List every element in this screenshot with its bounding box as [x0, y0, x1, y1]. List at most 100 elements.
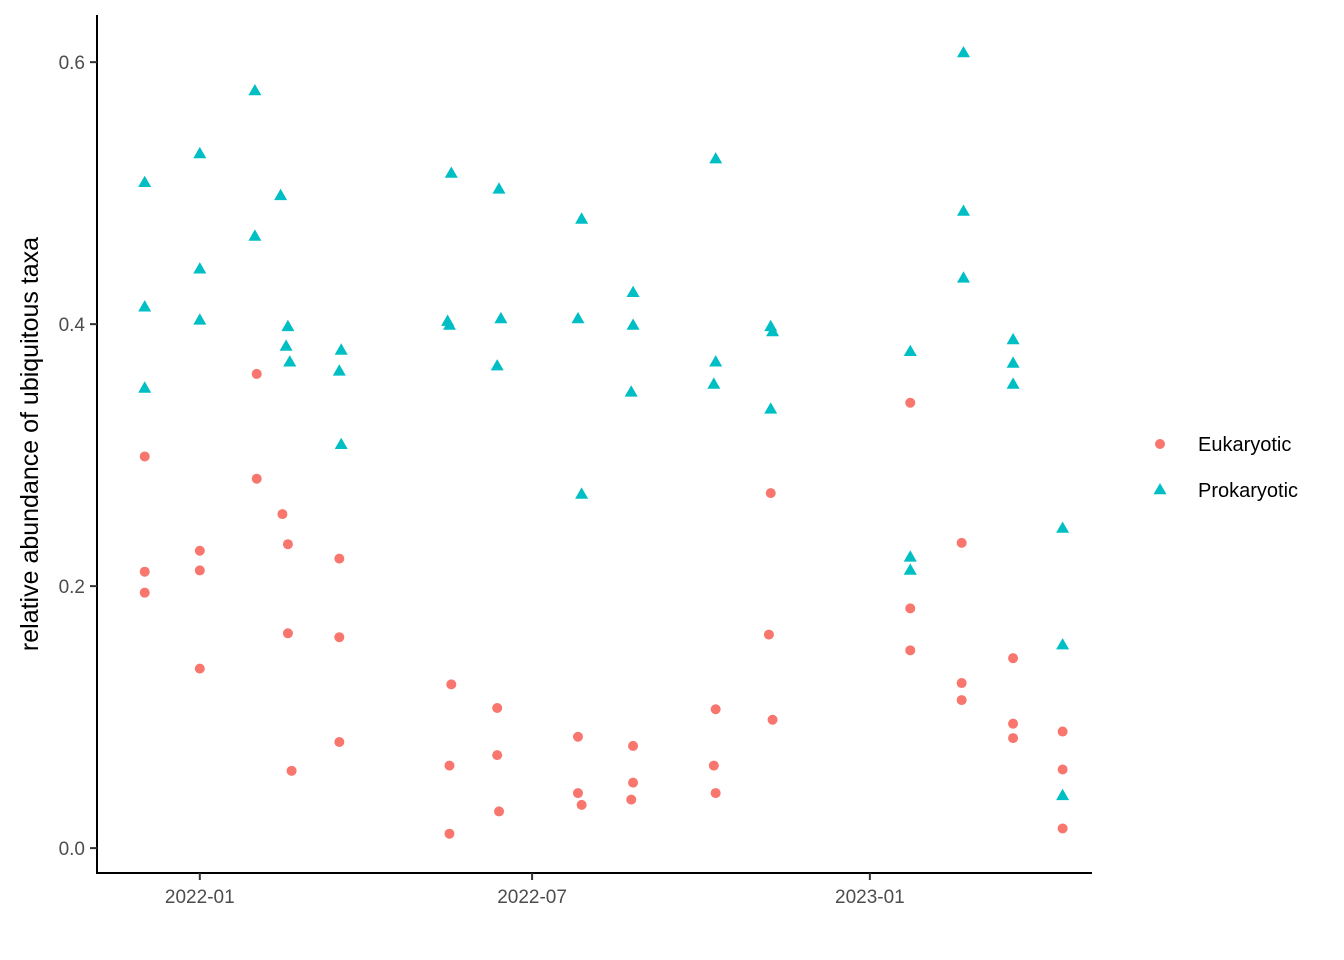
prokaryotic-point	[248, 229, 262, 241]
eukaryotic-point	[444, 828, 455, 839]
eukaryotic-point	[628, 740, 639, 751]
eukaryotic-point	[444, 760, 455, 771]
eukaryotic-point	[956, 678, 967, 689]
eukaryotic-point	[956, 695, 967, 706]
eukaryotic-point	[572, 731, 583, 742]
legend-label-prokaryotic: Prokaryotic	[1198, 480, 1298, 502]
eukaryotic-point	[763, 629, 774, 640]
eukaryotic-point	[1057, 764, 1068, 775]
eukaryotic-point	[710, 704, 721, 715]
y-axis-title: relative abundance of ubiquitous taxa	[16, 237, 44, 651]
prokaryotic-point	[274, 188, 288, 201]
prokaryotic-point	[444, 166, 458, 178]
prokaryotic-point	[709, 355, 723, 367]
eukaryotic-point	[708, 760, 719, 771]
eukaryotic-point	[767, 714, 778, 725]
legend-label-eukaryotic: Eukaryotic	[1198, 434, 1291, 456]
eukaryotic-point	[194, 565, 205, 576]
prokaryotic-point	[903, 344, 917, 356]
x-tick-label: 2023-01	[835, 887, 905, 908]
y-tick-label: 0.0	[59, 839, 85, 860]
eukaryotic-point	[1057, 726, 1068, 737]
eukaryotic-point	[446, 679, 457, 690]
prokaryotic-point	[283, 355, 297, 367]
legend-key-eukaryotic	[1155, 439, 1165, 449]
eukaryotic-point	[905, 645, 916, 656]
prokaryotic-point	[1056, 521, 1070, 533]
prokaryotic-point	[957, 271, 970, 283]
y-tick-label: 0.4	[59, 315, 86, 336]
prokaryotic-point	[490, 359, 504, 371]
eukaryotic-point	[1008, 653, 1019, 664]
prokaryotic-point	[903, 550, 917, 562]
prokaryotic-point	[334, 343, 348, 355]
eukaryotic-point	[1008, 718, 1019, 729]
x-tick-label: 2022-01	[165, 887, 235, 908]
eukaryotic-point	[905, 603, 916, 614]
prokaryotic-point	[193, 313, 207, 325]
prokaryotic-point	[279, 339, 293, 351]
eukaryotic-point	[139, 587, 150, 598]
prokaryotic-point	[193, 262, 207, 274]
eukaryotic-point	[334, 632, 345, 643]
prokaryotic-point	[1056, 638, 1070, 650]
prokaryotic-point	[624, 385, 638, 397]
prokaryotic-point	[957, 46, 970, 58]
prokaryotic-point	[575, 212, 589, 224]
eukaryotic-point	[492, 750, 503, 761]
eukaryotic-point	[494, 806, 505, 817]
prokaryotic-point	[138, 300, 152, 312]
eukaryotic-point	[282, 628, 293, 639]
y-tick-label: 0.6	[59, 53, 85, 74]
eukaryotic-point	[194, 545, 205, 556]
eukaryotic-point	[251, 473, 262, 484]
prokaryotic-point	[764, 402, 778, 414]
prokaryotic-point	[334, 437, 348, 449]
prokaryotic-point	[492, 182, 506, 194]
prokaryotic-point	[494, 311, 508, 324]
legend: Eukaryotic Prokaryotic	[1153, 434, 1298, 502]
eukaryotic-point	[572, 788, 583, 799]
eukaryotic-point	[277, 509, 288, 520]
eukaryotic-point	[286, 765, 297, 776]
eukaryotic-point	[251, 368, 262, 379]
prokaryotic-point	[193, 146, 207, 159]
eukaryotic-point	[628, 777, 639, 788]
eukaryotic-point	[282, 539, 293, 550]
prokaryotic-point	[766, 325, 780, 337]
x-tick-label: 2022-07	[497, 887, 567, 908]
prokaryotic-point	[1056, 788, 1070, 801]
eukaryotic-point	[905, 397, 916, 408]
eukaryotic-point	[1057, 823, 1068, 834]
prokaryotic-point	[1006, 356, 1020, 368]
y-axis-ticks: 0.0 0.2 0.4 0.6	[59, 53, 97, 860]
eukaryotic-point	[765, 488, 776, 499]
eukaryotic-point	[576, 799, 587, 810]
eukaryotic-point	[139, 566, 150, 577]
prokaryotic-point	[575, 487, 589, 499]
prokaryotic-point	[709, 152, 723, 164]
prokaryotic-point	[1006, 332, 1020, 345]
legend-key-prokaryotic	[1153, 483, 1167, 495]
eukaryotic-point	[710, 788, 721, 799]
y-tick-label: 0.2	[59, 577, 85, 598]
eukaryotic-point	[956, 537, 967, 548]
x-axis-ticks: 2022-01 2022-07 2023-01	[165, 873, 905, 908]
prokaryotic-point	[248, 84, 262, 96]
prokaryotic-point	[138, 175, 152, 187]
prokaryotic-point	[443, 318, 456, 330]
eukaryotic-point	[492, 702, 503, 713]
eukaryotic-point	[626, 794, 637, 805]
prokaryotic-point	[707, 377, 721, 389]
prokaryotic-point	[626, 285, 640, 297]
eukaryotic-point	[194, 663, 205, 674]
prokaryotic-point	[1006, 377, 1020, 389]
prokaryotic-point	[138, 381, 152, 393]
prokaryotic-point	[571, 311, 585, 324]
eukaryotic-point	[1008, 733, 1019, 744]
prokaryotic-point	[626, 318, 640, 330]
prokaryotic-point	[903, 563, 917, 575]
eukaryotic-point	[334, 553, 345, 564]
